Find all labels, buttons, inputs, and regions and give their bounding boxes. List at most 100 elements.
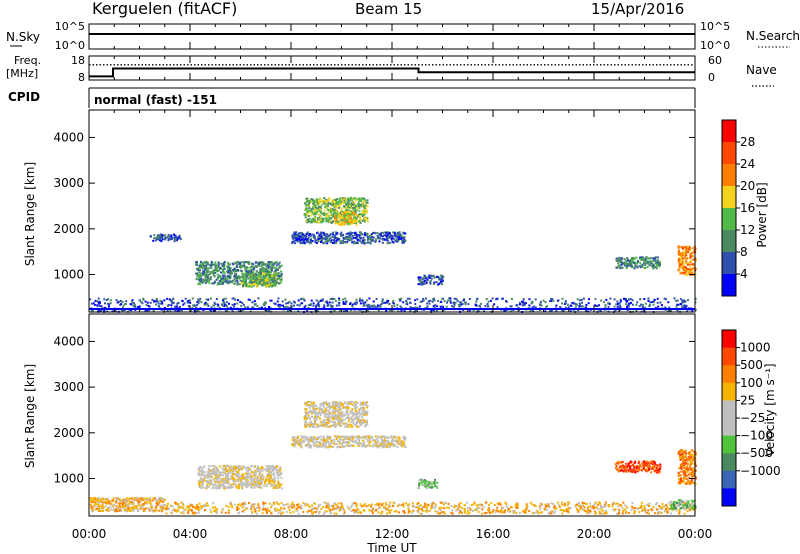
power-echoes	[89, 196, 697, 313]
power-colorbar-cell-3	[722, 186, 736, 209]
power-echo-region-3	[303, 196, 369, 224]
nsearch-label: N.Search	[746, 29, 800, 43]
freq-series	[89, 67, 695, 78]
velocity-colorbar-tick-6: −500	[740, 446, 773, 460]
power-colorbar-cell-1	[722, 142, 736, 165]
time-tick-label-6: 00:00	[678, 527, 713, 541]
power-echo-region-6	[417, 274, 445, 286]
power-echo-region-8	[677, 245, 697, 277]
freq-tick-bottom: 8	[78, 71, 85, 84]
velocity-colorbar-tick-4: −25	[740, 411, 765, 425]
power-ylabel: Slant Range [km]	[23, 162, 37, 266]
power-colorbar-cell-7	[722, 274, 736, 297]
velocity-colorbar-tick-2: 100	[740, 376, 763, 390]
velocity-colorbar-cell-0	[722, 330, 736, 349]
power-ytick-label-0: 1000	[53, 268, 84, 282]
velocity-echo-region-7	[164, 501, 696, 515]
velocity-echo-region-0	[197, 464, 283, 490]
cpid-panel: CPID normal (fast) -151	[8, 87, 696, 108]
freq-label: Freq.	[14, 54, 41, 67]
power-colorbar-label: Power [dB]	[755, 182, 769, 247]
velocity-echoes	[89, 400, 697, 515]
power-colorbar-tick-5: 24	[740, 157, 755, 171]
velocity-colorbar: 1000 500 100 25 −25 −100 −500 −1000	[721, 329, 781, 507]
nsearch-tick-top: 10^5	[700, 20, 730, 33]
velocity-echo-region-3	[417, 478, 439, 490]
velocity-panel: 1000 2000 3000 4000 00:00 04:00 08:00 12:00 16:…	[23, 313, 781, 554]
power-echo-region-5	[291, 231, 407, 245]
velocity-echo-region-2	[291, 435, 407, 449]
power-colorbar-tick-1: 8	[740, 245, 748, 259]
velocity-colorbar-label: Velocity [m s⁻¹]	[763, 363, 777, 456]
freq-tick-top: 18	[71, 54, 85, 67]
cpid-text: normal (fast) -151	[94, 93, 217, 107]
power-colorbar-cell-6	[722, 252, 736, 275]
velocity-colorbar-cell-7	[722, 453, 736, 472]
velocity-colorbar-cell-9	[722, 488, 736, 507]
power-colorbar-tick-2: 12	[740, 223, 755, 237]
velocity-colorbar-tick-0: 1000	[740, 341, 771, 355]
power-colorbar: 4 8 12 16 20 24 28	[721, 119, 755, 297]
velocity-y-axis: 1000 2000 3000 4000	[53, 334, 695, 486]
velocity-echo-region-5	[677, 449, 697, 486]
freq-unit: [MHz]	[6, 67, 38, 80]
velocity-ytick-label-2: 3000	[53, 380, 84, 394]
velocity-colorbar-cell-2	[722, 365, 736, 384]
velocity-frame	[88, 313, 696, 517]
velocity-echo-region-1	[303, 400, 369, 428]
power-echo-region-7	[615, 256, 662, 270]
power-colorbar-cell-0	[722, 120, 736, 143]
power-colorbar-cell-5	[722, 230, 736, 253]
velocity-echo-region-8	[670, 499, 697, 511]
power-y-axis: 1000 2000 3000 4000	[53, 130, 695, 282]
nave-tick-bottom: 0	[708, 71, 715, 84]
velocity-echo-region-6	[89, 496, 167, 513]
freq-panel: Freq. [MHz] 18 8 60 0 Nave	[6, 54, 777, 87]
nsky-panel: N.Sky 10^5 10^0 10^5 10^0 N.Search	[6, 20, 800, 52]
nsky-tick-top: 10^5	[55, 20, 85, 33]
time-tick-label-1: 04:00	[173, 527, 208, 541]
time-tick-label-5: 20:00	[577, 527, 612, 541]
velocity-ytick-label-3: 4000	[53, 334, 84, 348]
power-colorbar-tick-4: 20	[740, 179, 755, 193]
velocity-ytick-label-1: 2000	[53, 426, 84, 440]
nave-tick-top: 60	[708, 54, 722, 67]
power-echo-region-0	[149, 233, 182, 243]
velocity-colorbar-cell-4	[722, 400, 736, 419]
time-tick-label-3: 12:00	[375, 527, 410, 541]
power-colorbar-tick-3: 16	[740, 201, 755, 215]
cpid-label: CPID	[8, 90, 40, 104]
velocity-colorbar-cell-5	[722, 418, 736, 437]
power-colorbar-tick-0: 4	[740, 267, 748, 281]
velocity-colorbar-tick-7: −1000	[740, 464, 781, 478]
date-label: 15/Apr/2016	[591, 0, 684, 18]
velocity-colorbar-cell-6	[722, 435, 736, 454]
power-ytick-label-1: 2000	[53, 222, 84, 236]
power-colorbar-cell-4	[722, 208, 736, 231]
time-tick-label-2: 08:00	[274, 527, 309, 541]
time-axis-label: Time UT	[366, 541, 417, 554]
time-tick-label-0: 00:00	[72, 527, 107, 541]
velocity-colorbar-tick-1: 500	[740, 358, 763, 372]
station-title: Kerguelen (fitACF)	[92, 0, 237, 18]
velocity-ylabel: Slant Range [km]	[23, 364, 37, 468]
velocity-ytick-label-0: 1000	[53, 472, 84, 486]
velocity-colorbar-tick-5: −100	[740, 429, 773, 443]
power-echo-region-4	[333, 210, 359, 227]
power-ytick-label-2: 3000	[53, 176, 84, 190]
nave-label: Nave	[746, 63, 777, 77]
power-echo-region-2	[240, 272, 278, 288]
power-colorbar-tick-6: 28	[740, 135, 755, 149]
velocity-echo-region-4	[614, 460, 662, 474]
nsky-label: N.Sky	[6, 30, 40, 44]
velocity-colorbar-cell-1	[722, 347, 736, 366]
velocity-colorbar-tick-3: 25	[740, 393, 755, 407]
time-tick-label-4: 16:00	[476, 527, 511, 541]
power-colorbar-cell-2	[722, 164, 736, 187]
beam-label: Beam 15	[355, 0, 422, 18]
nsearch-tick-bottom: 10^0	[700, 39, 730, 52]
nsky-tick-bottom: 10^0	[55, 39, 85, 52]
power-ytick-label-3: 4000	[53, 130, 84, 144]
